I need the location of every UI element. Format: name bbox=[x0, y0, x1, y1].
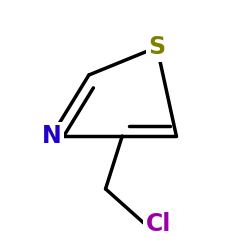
Text: N: N bbox=[42, 124, 61, 148]
Text: S: S bbox=[148, 35, 166, 59]
Text: Cl: Cl bbox=[146, 212, 171, 236]
